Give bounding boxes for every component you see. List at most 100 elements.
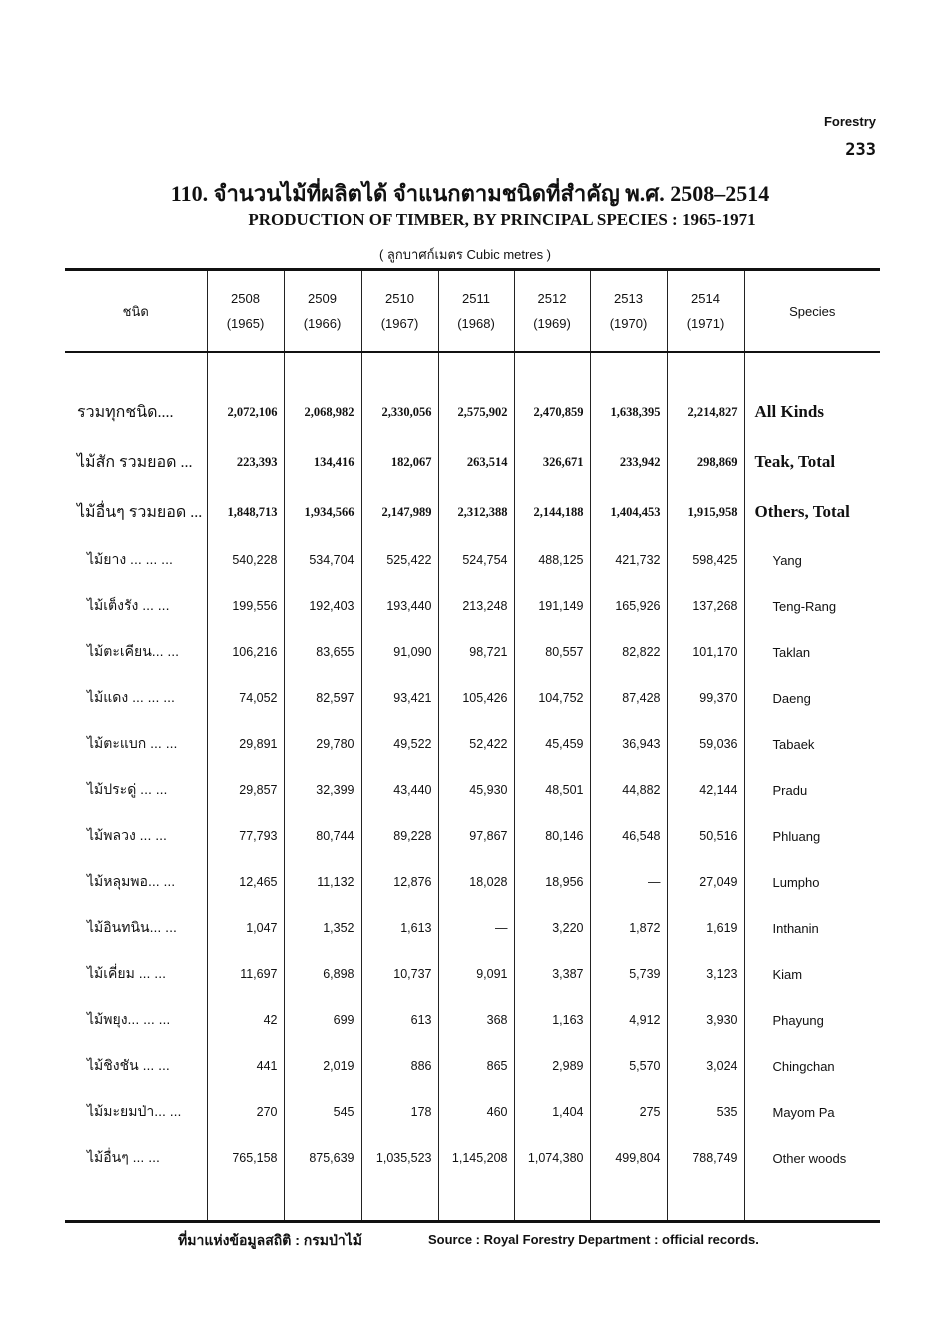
table-row: รวมทุกชนิด.... 2,072,106 2,068,982 2,330,05…	[65, 387, 880, 437]
year-be: 2513	[614, 291, 643, 306]
table-row: ไม้อื่นๆ รวมยอด ... 1,848,713 1,934,566 2,1…	[65, 487, 880, 537]
value-cell: 193,440	[360, 583, 438, 629]
year-be: 2512	[537, 291, 567, 306]
year-be: 2508	[231, 291, 260, 306]
value-cell: 82,597	[283, 675, 361, 721]
title-english: PRODUCTION OF TIMBER, BY PRINCIPAL SPECI…	[248, 210, 756, 229]
value-cell: 2,144,188	[513, 487, 590, 537]
value-cell: 106,216	[206, 629, 284, 675]
value-cell: 1,613	[360, 905, 438, 951]
value-cell: 2,214,827	[666, 387, 744, 437]
value-cell: 80,557	[513, 629, 590, 675]
value-cell: 540,228	[206, 537, 284, 583]
table-row: ไม้หลุมพอ... ... 12,465 11,132 12,876 18,028…	[65, 859, 880, 905]
value-cell: 1,638,395	[589, 387, 667, 437]
header-year: 2512 (1969)	[513, 268, 590, 353]
value-cell: 11,697	[206, 951, 284, 997]
spacer-cell	[666, 352, 744, 387]
row-species: Kiam	[743, 951, 880, 997]
value-cell: 865	[437, 1043, 514, 1089]
value-cell: 270	[206, 1089, 284, 1135]
row-thai-name: ไม้ตะแบก ... ...	[87, 735, 178, 751]
value-cell: 598,425	[666, 537, 744, 583]
value-cell: 875,639	[283, 1135, 361, 1181]
row-thai-name: ไม้หลุมพอ... ...	[87, 873, 176, 889]
row-species: Taklan	[743, 629, 880, 675]
value-cell: 3,024	[666, 1043, 744, 1089]
value-cell: 1,872	[589, 905, 667, 951]
value-cell: 74,052	[206, 675, 284, 721]
value-cell: 44,882	[589, 767, 667, 813]
row-species: Teak, Total	[743, 437, 880, 487]
table-row: ไม้ตะเคียน... ... 106,216 83,655 91,090 98,7…	[65, 629, 880, 675]
value-cell: 1,934,566	[283, 487, 361, 537]
value-cell: 1,074,380	[513, 1135, 590, 1181]
header-year: 2508 (1965)	[206, 268, 284, 353]
row-thai-name: ไม้ยาง ... ... ...	[87, 551, 173, 567]
row-thai-name: ไม้อินทนิน... ...	[87, 919, 177, 935]
spacer-row	[65, 352, 880, 387]
value-cell: 6,898	[283, 951, 361, 997]
table-row: ไม้ตะแบก ... ... 29,891 29,780 49,522 52,422…	[65, 721, 880, 767]
value-cell: 421,732	[589, 537, 667, 583]
value-cell: 80,744	[283, 813, 361, 859]
value-cell: 42	[206, 997, 284, 1043]
spacer-cell	[206, 352, 284, 387]
year-ce: (1970)	[609, 316, 648, 331]
value-cell: 32,399	[283, 767, 361, 813]
spacer-row	[65, 1181, 880, 1223]
spacer-cell	[65, 352, 207, 387]
value-cell: 4,912	[589, 997, 667, 1043]
row-thai-name: ไม้เต็งรัง ... ...	[87, 597, 170, 613]
spacer-cell	[743, 352, 880, 387]
value-cell: 18,028	[437, 859, 514, 905]
value-cell: 99,370	[666, 675, 744, 721]
row-species: All Kinds	[743, 387, 880, 437]
row-species: Pradu	[743, 767, 880, 813]
row-thai-name: ไม้แดง ... ... ...	[87, 689, 175, 705]
value-cell: 1,915,958	[666, 487, 744, 537]
header-year: 2511 (1968)	[437, 268, 514, 353]
row-thai-name: ไม้อื่นๆ ... ...	[87, 1149, 160, 1165]
value-cell: 524,754	[437, 537, 514, 583]
header-year: 2514 (1971)	[666, 268, 744, 353]
table-row: ไม้เต็งรัง ... ... 199,556 192,403 193,440 2…	[65, 583, 880, 629]
spacer-cell	[666, 1181, 744, 1223]
spacer-cell	[437, 352, 514, 387]
value-cell: 499,804	[589, 1135, 667, 1181]
year-ce: (1966)	[303, 316, 342, 331]
value-cell: 46,548	[589, 813, 667, 859]
value-cell: 104,752	[513, 675, 590, 721]
table-row: ไม้เคี่ยม ... ... 11,697 6,898 10,737 9,091 3…	[65, 951, 880, 997]
table-row: ไม้อินทนิน... ... 1,047 1,352 1,613—3,220 1,…	[65, 905, 880, 951]
row-species: Lumpho	[743, 859, 880, 905]
section-label: Forestry	[823, 114, 876, 129]
unit-label: ( ลูกบาศก์เมตร Cubic metres )	[378, 247, 552, 262]
value-cell: 27,049	[666, 859, 744, 905]
value-cell: 1,047	[206, 905, 284, 951]
value-cell: 82,822	[589, 629, 667, 675]
year-ce: (1969)	[533, 316, 571, 331]
value-cell: 2,072,106	[206, 387, 284, 437]
value-cell: 1,035,523	[360, 1135, 438, 1181]
value-cell: 3,123	[666, 951, 744, 997]
row-species: Mayom Pa	[743, 1089, 880, 1135]
row-thai-name: ไม้อื่นๆ รวมยอด ...	[77, 503, 203, 521]
year-be: 2509	[308, 291, 337, 306]
value-cell: 2,470,859	[513, 387, 590, 437]
value-cell: 2,330,056	[360, 387, 438, 437]
value-cell: 48,501	[513, 767, 590, 813]
row-thai-name: ไม้มะยมป่า... ...	[87, 1103, 182, 1119]
row-thai-name: ไม้เคี่ยม ... ...	[87, 965, 166, 981]
value-cell: 699	[283, 997, 361, 1043]
value-cell: —	[589, 859, 667, 905]
value-cell: 2,068,982	[283, 387, 361, 437]
row-thai-name: ไม้ตะเคียน... ...	[87, 643, 180, 659]
value-cell: 49,522	[360, 721, 438, 767]
spacer-cell	[283, 1181, 361, 1223]
value-cell: 275	[589, 1089, 667, 1135]
table-row: ไม้ชิงชัน ... ... 441 2,019 886 865 2,989 5,57…	[65, 1043, 880, 1089]
table-row: ไม้มะยมป่า... ... 270 545 178 460 1,404 275 535…	[65, 1089, 880, 1135]
spacer-cell	[360, 352, 438, 387]
value-cell: 29,857	[206, 767, 284, 813]
